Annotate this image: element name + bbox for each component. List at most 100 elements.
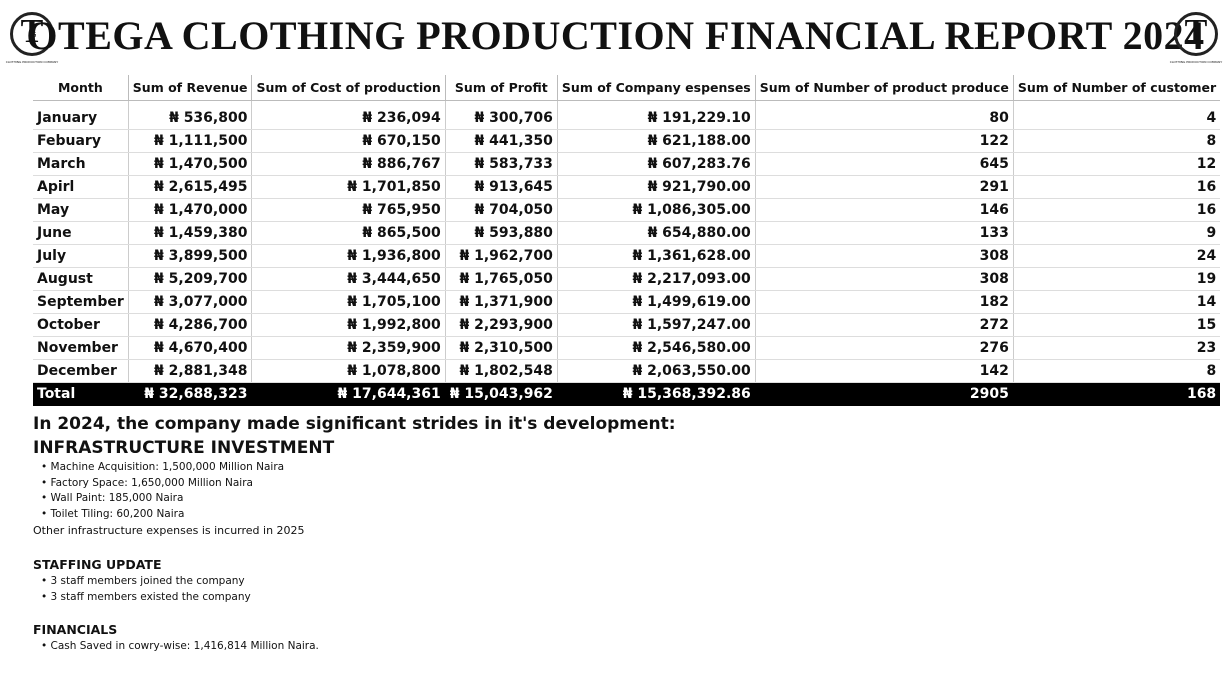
table-cell: ₦ 2,310,500 (444, 336, 558, 360)
table-cell: May (33, 198, 129, 222)
table-cell: ₦ 921,790.00 (556, 175, 756, 199)
table-cell: Apirl (33, 175, 129, 199)
table-row: September ₦ 3,077,000 ₦ 1,705,100 ₦ 1,371,9… (33, 290, 1221, 314)
logo-letters: EGA (31, 24, 37, 46)
bullet-item: Toilet Tiling: 60,200 Naira (41, 507, 1133, 523)
total-cell: 2905 (754, 382, 1014, 406)
table-cell: June (33, 221, 129, 245)
table-cell: ₦ 1,361,628.00 (556, 244, 756, 268)
total-cell: ₦ 15,043,962 (444, 382, 558, 406)
column-header: Sum of Revenue (127, 75, 252, 101)
table-cell: ₦ 1,936,800 (251, 244, 446, 268)
bullet-item: Factory Space: 1,650,000 Million Naira (41, 476, 1133, 492)
table-cell: ₦ 2,063,550.00 (556, 359, 756, 383)
bullet-list: 3 staff members joined the company3 staf… (33, 574, 1133, 605)
section-title: FINANCIALS (33, 622, 118, 637)
table-cell: ₦ 1,459,380 (127, 221, 252, 245)
table-cell: ₦ 886,767 (251, 152, 446, 176)
table-cell: ₦ 1,499,619.00 (556, 290, 756, 314)
column-header: Sum of Cost of production (251, 75, 446, 101)
table-cell: ₦ 3,444,650 (251, 267, 446, 291)
bullet-item: Machine Acquisition: 1,500,000 Million N… (41, 460, 1133, 476)
total-cell: ₦ 32,688,323 (127, 382, 252, 406)
total-cell: 168 (1012, 382, 1221, 406)
table-cell: ₦ 2,546,580.00 (556, 336, 756, 360)
logo-ring (10, 12, 54, 56)
table-cell: Febuary (33, 129, 129, 153)
table-cell: ₦ 2,293,900 (444, 313, 558, 337)
table-cell: 19 (1012, 267, 1221, 291)
table-row: July ₦ 3,899,500 ₦ 1,936,800 ₦ 1,962,700 ₦ 1… (33, 244, 1221, 268)
summary: In 2024, the company made significant st… (33, 412, 1133, 655)
table-cell: ₦ 2,615,495 (127, 175, 252, 199)
table-cell: ₦ 670,150 (251, 129, 446, 153)
table-cell: ₦ 2,881,348 (127, 359, 252, 383)
column-header: Sum of Number of customer (1012, 75, 1221, 101)
table-cell: 142 (754, 359, 1014, 383)
table-row: December ₦ 2,881,348 ₦ 1,078,800 ₦ 1,802,54… (33, 359, 1221, 383)
table-cell: January (33, 100, 129, 130)
table-cell: ₦ 1,962,700 (444, 244, 558, 268)
table-cell: ₦ 536,800 (127, 100, 252, 130)
table-cell: ₦ 593,880 (444, 221, 558, 245)
table-cell: ₦ 1,111,500 (127, 129, 252, 153)
table-cell: ₦ 1,765,050 (444, 267, 558, 291)
table-cell: 291 (754, 175, 1014, 199)
table-cell: December (33, 359, 129, 383)
table-cell: 8 (1012, 359, 1221, 383)
table-cell: ₦ 3,077,000 (127, 290, 252, 314)
table-cell: ₦ 1,371,900 (444, 290, 558, 314)
table-cell: ₦ 1,470,000 (127, 198, 252, 222)
bullet-item: 3 staff members joined the company (41, 574, 1133, 590)
total-cell: ₦ 17,644,361 (251, 382, 446, 406)
table-cell: ₦ 913,645 (444, 175, 558, 199)
total-row: Total ₦ 32,688,323 ₦ 17,644,361 ₦ 15,043,96… (33, 382, 1221, 406)
table-cell: August (33, 267, 129, 291)
table-cell: ₦ 1,597,247.00 (556, 313, 756, 337)
table-cell: ₦ 583,733 (444, 152, 558, 176)
table-cell: 122 (754, 129, 1014, 153)
section-note: Other infrastructure expenses is incurre… (33, 524, 305, 537)
table-row: January ₦ 536,800 ₦ 236,094 ₦ 300,706 ₦ 191,… (33, 100, 1221, 130)
table-cell: September (33, 290, 129, 314)
total-cell: ₦ 15,368,392.86 (556, 382, 756, 406)
logo-initial: T (1184, 13, 1208, 50)
table-cell: ₦ 441,350 (444, 129, 558, 153)
table-cell: 12 (1012, 152, 1221, 176)
table-row: October ₦ 4,286,700 ₦ 1,992,800 ₦ 2,293,900… (33, 313, 1221, 337)
table-cell: ₦ 1,992,800 (251, 313, 446, 337)
table-cell: ₦ 4,670,400 (127, 336, 252, 360)
table-cell: ₦ 300,706 (444, 100, 558, 130)
column-header: Sum of Company espenses (556, 75, 756, 101)
table-cell: March (33, 152, 129, 176)
table-cell: 8 (1012, 129, 1221, 153)
bullet-item: Cash Saved in cowry-wise: 1,416,814 Mill… (41, 639, 1133, 655)
logo-caption: CLOTHING PRODUCTION COMPANY (5, 60, 59, 64)
financial-table: Month Sum of Revenue Sum of Cost of produc… (33, 75, 1221, 406)
table-cell: 272 (754, 313, 1014, 337)
table-cell: 276 (754, 336, 1014, 360)
logo-letters: EGA (1195, 24, 1201, 46)
table-cell: 14 (1012, 290, 1221, 314)
table-cell: ₦ 865,500 (251, 221, 446, 245)
table-cell: 15 (1012, 313, 1221, 337)
bullet-list: Cash Saved in cowry-wise: 1,416,814 Mill… (33, 639, 1133, 655)
table-row: June ₦ 1,459,380 ₦ 865,500 ₦ 593,880 ₦ 654,8… (33, 221, 1221, 245)
logo: T EGA CLOTHING PRODUCTION COMPANY (1168, 10, 1224, 70)
table-cell: ₦ 1,078,800 (251, 359, 446, 383)
table-cell: ₦ 191,229.10 (556, 100, 756, 130)
report-title: OTEGA CLOTHING PRODUCTION FINANCIAL REPO… (26, 13, 1205, 58)
table-row: Febuary ₦ 1,111,500 ₦ 670,150 ₦ 441,350 ₦ 62… (33, 129, 1221, 153)
header-row: Month Sum of Revenue Sum of Cost of produc… (33, 75, 1221, 101)
table-cell: 16 (1012, 175, 1221, 199)
bullet-list: Machine Acquisition: 1,500,000 Million N… (33, 460, 1133, 522)
table-cell: July (33, 244, 129, 268)
table-cell: ₦ 5,209,700 (127, 267, 252, 291)
bullet-item: 3 staff members existed the company (41, 590, 1133, 606)
table-cell: ₦ 236,094 (251, 100, 446, 130)
table-cell: ₦ 2,359,900 (251, 336, 446, 360)
section-title: INFRASTRUCTURE INVESTMENT (33, 438, 335, 458)
table-cell: ₦ 4,286,700 (127, 313, 252, 337)
table-cell: ₦ 1,701,850 (251, 175, 446, 199)
